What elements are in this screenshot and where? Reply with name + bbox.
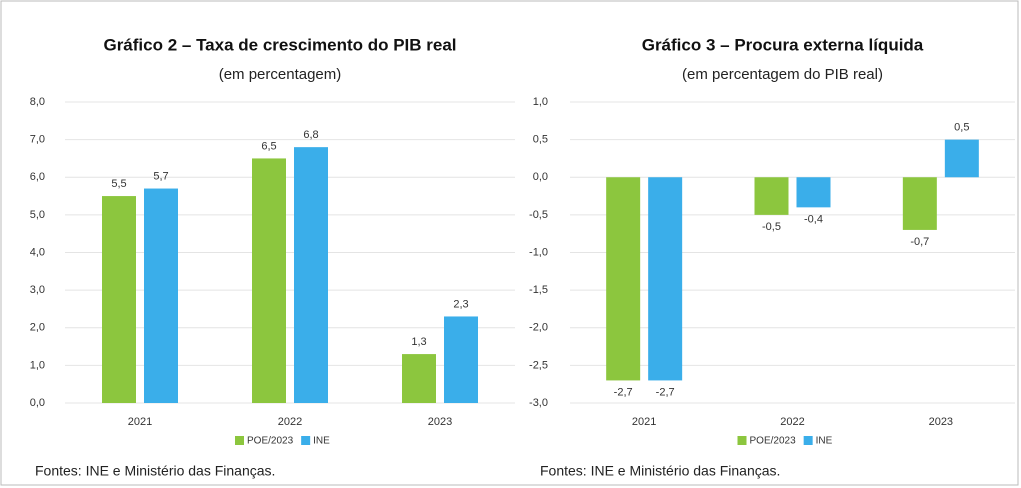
y-tick-label: -2,5 — [529, 359, 548, 371]
value-label: -0,5 — [762, 221, 781, 233]
legend-swatch — [803, 436, 813, 445]
y-tick-label: 3,0 — [30, 284, 45, 296]
y-tick-label: -0,5 — [529, 209, 548, 221]
value-label: -2,7 — [614, 386, 633, 398]
source-note: Fontes: INE e Ministério das Finanças. — [35, 463, 275, 479]
legend-swatch — [235, 436, 244, 445]
y-tick-label: 5,0 — [30, 209, 45, 221]
bar — [796, 177, 831, 208]
value-label: 0,5 — [954, 122, 969, 134]
y-tick-label: 8,0 — [30, 96, 45, 108]
bar — [902, 177, 937, 230]
chart-title: Gráfico 3 – Procura externa líquida — [642, 35, 924, 54]
bar — [294, 147, 328, 403]
legend-label: POE/2023 — [750, 436, 797, 447]
x-tick-label: 2023 — [428, 416, 452, 428]
legend-swatch — [737, 436, 747, 445]
value-label: -2,7 — [656, 386, 675, 398]
value-label: 1,3 — [411, 336, 426, 348]
value-label: 6,8 — [303, 129, 318, 141]
legend-label: INE — [313, 436, 330, 447]
bar — [606, 177, 641, 381]
y-tick-label: 6,0 — [30, 171, 45, 183]
y-tick-label: -1,0 — [529, 246, 548, 258]
value-label: -0,4 — [804, 213, 823, 225]
bar — [648, 177, 683, 381]
value-label: 5,5 — [111, 178, 126, 190]
legend-label: POE/2023 — [247, 436, 294, 447]
bar — [754, 177, 789, 215]
bar — [402, 354, 436, 403]
y-tick-label: 1,0 — [533, 96, 548, 108]
y-tick-label: 7,0 — [30, 134, 45, 146]
y-tick-label: 0,0 — [30, 397, 45, 409]
y-tick-label: 0,0 — [533, 171, 548, 183]
value-label: 2,3 — [453, 298, 468, 310]
x-tick-label: 2021 — [128, 416, 152, 428]
chart-subtitle: (em percentagem do PIB real) — [682, 66, 883, 83]
x-tick-label: 2023 — [929, 416, 953, 428]
y-tick-label: -3,0 — [529, 397, 548, 409]
legend-swatch — [301, 436, 311, 445]
chart-title: Gráfico 2 – Taxa de crescimento do PIB r… — [103, 35, 456, 54]
bar — [252, 158, 286, 403]
bar — [144, 188, 178, 403]
y-tick-label: -1,5 — [529, 284, 548, 296]
value-label: 6,5 — [261, 140, 276, 152]
x-tick-label: 2022 — [278, 416, 302, 428]
y-tick-label: 1,0 — [30, 359, 45, 371]
x-tick-label: 2021 — [632, 416, 656, 428]
y-tick-label: -2,0 — [529, 322, 548, 334]
x-tick-label: 2022 — [780, 416, 804, 428]
value-label: 5,7 — [153, 170, 168, 182]
legend-label: INE — [816, 436, 833, 447]
source-note: Fontes: INE e Ministério das Finanças. — [540, 463, 780, 479]
bar — [944, 139, 979, 178]
y-tick-label: 4,0 — [30, 246, 45, 258]
y-tick-label: 0,5 — [533, 134, 548, 146]
value-label: -0,7 — [910, 236, 929, 248]
chart-subtitle: (em percentagem) — [219, 66, 342, 83]
y-tick-label: 2,0 — [30, 322, 45, 334]
bar — [102, 196, 136, 403]
bar — [444, 316, 478, 403]
